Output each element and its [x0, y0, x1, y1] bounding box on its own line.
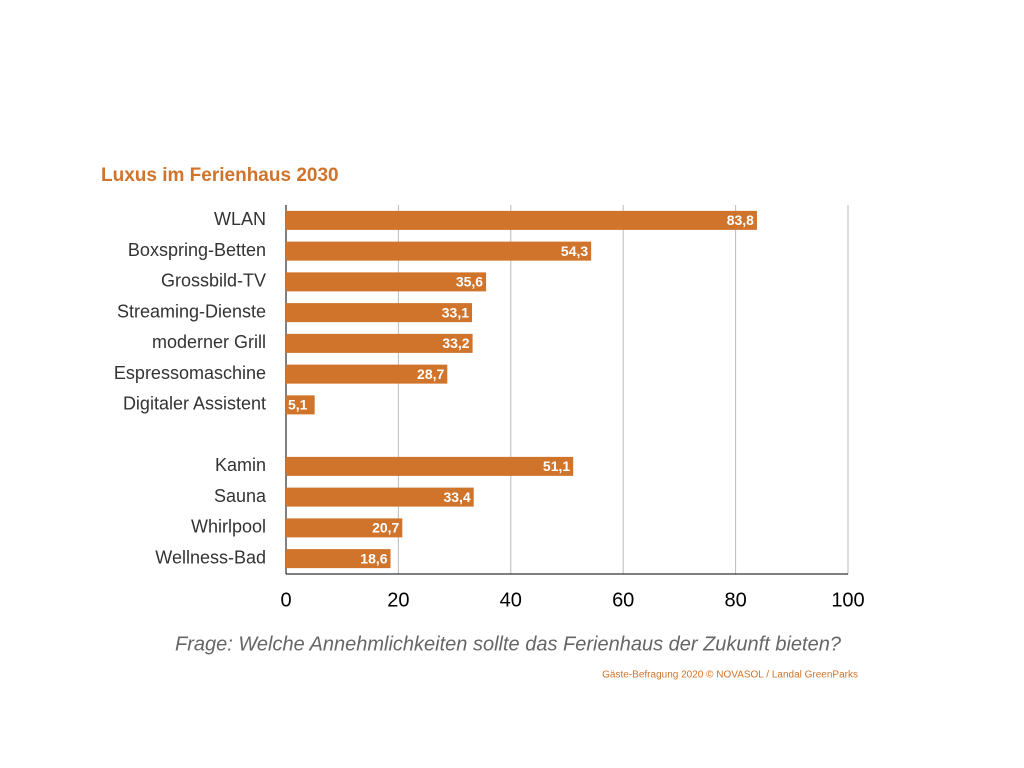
- y-tick-label: Kamin: [215, 455, 266, 475]
- y-tick-label: Espressomaschine: [114, 363, 266, 383]
- x-tick-label: 80: [724, 589, 746, 611]
- bar: [286, 364, 448, 384]
- bar: [286, 210, 757, 230]
- bar: [286, 487, 474, 507]
- bar: [286, 241, 592, 261]
- x-tick-label: 100: [831, 589, 864, 611]
- x-tick-label: 60: [612, 589, 634, 611]
- y-tick-label: Grossbild-TV: [161, 271, 266, 291]
- bar: [286, 549, 391, 569]
- value-label: 83,8: [727, 212, 754, 228]
- y-tick-label: Digitaler Assistent: [123, 394, 266, 414]
- bar: [286, 518, 403, 538]
- bar: [286, 395, 315, 415]
- x-tick-label: 40: [500, 589, 522, 611]
- y-tick-label: Whirlpool: [191, 517, 266, 537]
- bar: [286, 456, 574, 476]
- y-tick-label: WLAN: [214, 209, 266, 229]
- value-label: 35,6: [456, 274, 483, 290]
- value-label: 5,1: [288, 397, 308, 413]
- source: Gäste-Befragung 2020 © NOVASOL / Landal …: [602, 670, 858, 681]
- value-label: 33,1: [442, 304, 469, 320]
- y-tick-label: Boxspring-Betten: [128, 240, 266, 260]
- value-label: 33,2: [442, 335, 469, 351]
- caption: Frage: Welche Annehmlichkeiten sollte da…: [175, 633, 842, 655]
- bar: [286, 272, 487, 292]
- value-label: 18,6: [360, 550, 387, 566]
- value-label: 51,1: [543, 458, 570, 474]
- y-tick-label: Sauna: [214, 486, 267, 506]
- value-label: 20,7: [372, 520, 399, 536]
- chart-title: Luxus im Ferienhaus 2030: [101, 165, 339, 186]
- x-tick-label: 20: [387, 589, 409, 611]
- x-tick-label: 0: [280, 589, 291, 611]
- value-label: 54,3: [561, 243, 588, 259]
- y-tick-label: moderner Grill: [152, 332, 266, 352]
- bar: [286, 333, 473, 353]
- y-tick-label: Streaming-Dienste: [117, 301, 266, 321]
- value-label: 33,4: [443, 489, 470, 505]
- value-label: 28,7: [417, 366, 444, 382]
- y-tick-label: Wellness-Bad: [155, 547, 266, 567]
- bar: [286, 303, 473, 323]
